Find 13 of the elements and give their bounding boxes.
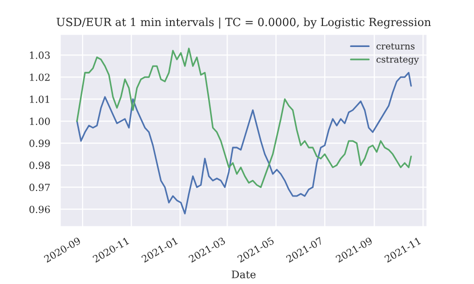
x-axis-title: Date: [232, 270, 256, 278]
y-tick-label: 1.00: [30, 118, 50, 125]
y-tick-label: 0.97: [29, 184, 50, 192]
y-tick-label: 1.01: [30, 96, 50, 103]
y-tick-label: 1.02: [30, 74, 50, 81]
legend-label: creturns: [376, 43, 415, 50]
chart-title: USD/EUR at 1 min intervals | TC = 0.0000, by Logistic Regression: [56, 18, 431, 29]
legend-label: cstrategy: [376, 56, 419, 65]
y-tick-label: 0.98: [29, 162, 50, 170]
y-tick-label: 0.99: [29, 140, 50, 147]
y-tick-label: 1.03: [30, 52, 50, 59]
y-tick-label: 0.96: [29, 206, 50, 214]
line-series: [76, 72, 412, 214]
